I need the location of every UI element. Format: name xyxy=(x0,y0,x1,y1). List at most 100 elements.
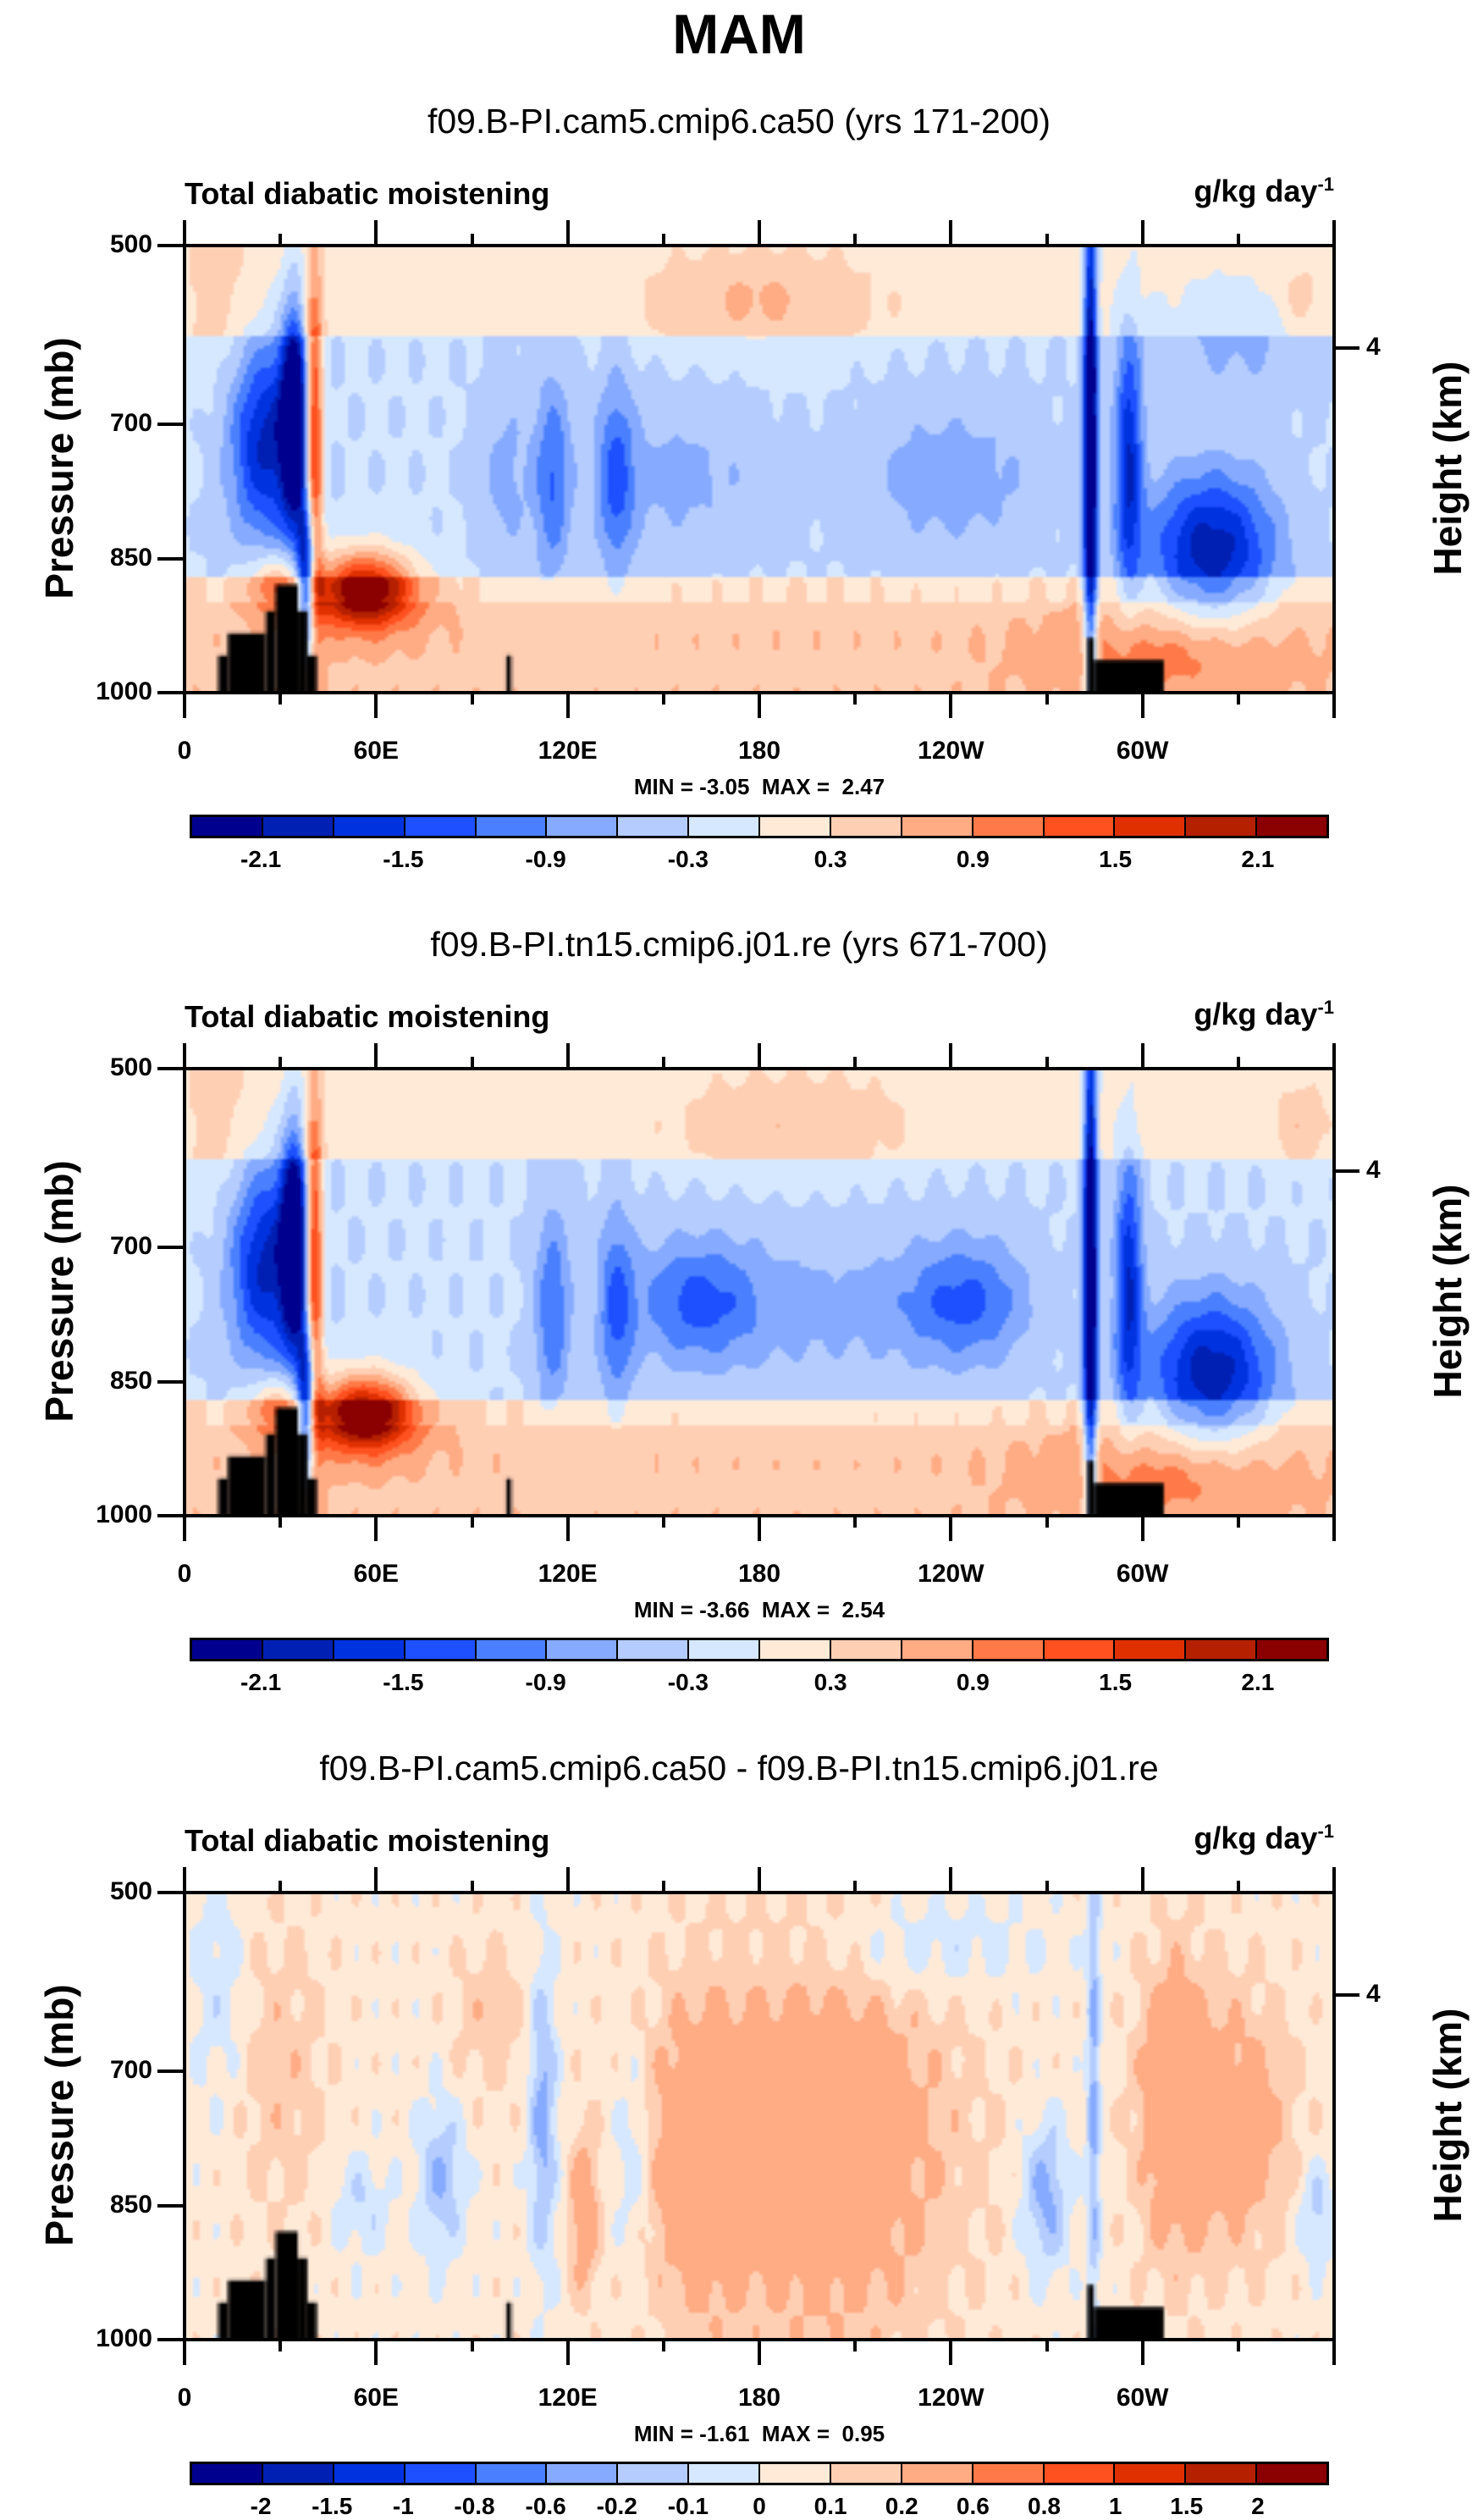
colorbar-label: -0.9 xyxy=(525,846,566,872)
min-max-label: MIN = -3.66 MAX = 2.54 xyxy=(633,1597,885,1622)
colorbar-label: -0.1 xyxy=(667,2493,709,2519)
colorbar-label: 2.1 xyxy=(1241,1669,1275,1695)
x-tick-top xyxy=(853,1057,858,1069)
y-tick-label: 700 xyxy=(109,1232,152,1261)
x-tick-bottom xyxy=(1332,693,1336,718)
colorbar-swatch xyxy=(689,2464,760,2483)
y2-tick xyxy=(1334,1169,1359,1174)
y-tick xyxy=(157,1067,185,1070)
colorbar-swatch xyxy=(1257,1640,1326,1659)
colorbar-swatch xyxy=(476,2464,548,2483)
colorbar-swatch xyxy=(1257,2464,1326,2483)
colorbar-label: 0.2 xyxy=(885,2493,918,2519)
x-tick-bottom xyxy=(565,693,570,718)
colorbar-swatch xyxy=(334,1640,405,1659)
x-tick-top xyxy=(949,220,953,246)
colorbar-label: 1 xyxy=(1108,2493,1122,2519)
x-tick-top xyxy=(374,1867,378,1893)
colorbar-swatch xyxy=(689,817,760,836)
colorbar-label: -1.5 xyxy=(383,846,424,872)
x-tick-bottom xyxy=(374,1516,378,1541)
colorbar-label: 0.1 xyxy=(813,2493,847,2519)
y-tick xyxy=(157,1514,185,1517)
colorbar-swatch xyxy=(192,1640,263,1659)
x-tick-bottom xyxy=(661,693,665,705)
x-tick-bottom xyxy=(1332,2340,1336,2365)
x-tick-bottom xyxy=(1140,1516,1144,1541)
colorbar-swatch xyxy=(1186,1640,1258,1659)
x-tick-bottom xyxy=(279,1516,283,1528)
x-tick-top xyxy=(1236,1057,1240,1069)
x-tick-bottom xyxy=(758,2340,761,2365)
x-tick-bottom xyxy=(374,2340,378,2365)
panel-units: g/kg day-1 xyxy=(1194,1821,1334,1856)
x-tick-label: 120W xyxy=(918,737,984,765)
colorbar-swatch xyxy=(1115,817,1187,836)
x-tick-top xyxy=(1236,234,1240,246)
x-tick-top xyxy=(661,1881,665,1893)
x-tick-bottom xyxy=(565,2340,570,2365)
x-tick-bottom xyxy=(374,693,378,718)
x-tick-label: 0 xyxy=(177,737,192,765)
y-tick-label: 850 xyxy=(109,1366,152,1395)
x-tick-top xyxy=(853,234,858,246)
colorbar-label: 1.5 xyxy=(1099,1669,1133,1695)
colorbar-label: -2 xyxy=(250,2493,272,2519)
colorbar-label: 0.8 xyxy=(1028,2493,1061,2519)
x-tick-label: 0 xyxy=(177,2384,192,2412)
panel-subtitle: f09.B-PI.cam5.cmip6.ca50 (yrs 171-200) xyxy=(427,102,1051,141)
x-tick-label: 60W xyxy=(1116,737,1169,765)
x-tick-top xyxy=(758,1867,761,1893)
colorbar-label: -1.5 xyxy=(383,1669,424,1695)
y2-tick-label: 4 xyxy=(1366,1156,1381,1185)
contour-plot-area xyxy=(183,1891,1336,2341)
y2-tick-label: 4 xyxy=(1366,1980,1381,2009)
x-tick-bottom xyxy=(661,1516,665,1528)
colorbar-swatch xyxy=(476,1640,548,1659)
x-tick-top xyxy=(565,1867,570,1893)
x-tick-top xyxy=(949,1867,953,1893)
x-tick-top xyxy=(853,1881,858,1893)
colorbar-label: -0.6 xyxy=(525,2493,566,2519)
x-tick-bottom xyxy=(1045,2340,1049,2351)
colorbar-swatch xyxy=(1044,817,1116,836)
x-tick-top xyxy=(1045,234,1049,246)
colorbar-label: -2.1 xyxy=(240,846,282,872)
colorbar-label: 2 xyxy=(1251,2493,1265,2519)
x-tick-label: 120E xyxy=(538,737,598,765)
x-tick-bottom xyxy=(470,1516,474,1528)
x-tick-label: 120W xyxy=(918,1560,984,1588)
min-max-label: MIN = -3.05 MAX = 2.47 xyxy=(633,774,885,799)
colorbar-label: -0.3 xyxy=(667,846,709,872)
min-max-label: MIN = -1.61 MAX = 0.95 xyxy=(633,2421,885,2446)
x-tick-top xyxy=(1045,1057,1049,1069)
colorbar-swatch xyxy=(1186,2464,1258,2483)
colorbar-swatch xyxy=(547,1640,619,1659)
y-tick xyxy=(157,2070,185,2074)
x-tick-bottom xyxy=(853,1516,858,1528)
x-tick-top xyxy=(183,1043,186,1069)
x-tick-label: 0 xyxy=(177,1560,192,1588)
colorbar-swatch xyxy=(1115,2464,1187,2483)
x-tick-top xyxy=(565,220,570,246)
x-tick-top xyxy=(1045,1881,1049,1893)
colorbar-swatch xyxy=(405,1640,477,1659)
x-tick-bottom xyxy=(661,2340,665,2351)
x-tick-label: 180 xyxy=(737,737,781,765)
colorbar-label: -0.3 xyxy=(667,1669,709,1695)
colorbar-label: 1.5 xyxy=(1099,846,1133,872)
x-tick-bottom xyxy=(949,693,953,718)
y-tick xyxy=(157,1246,185,1250)
colorbar-swatch xyxy=(334,2464,405,2483)
x-tick-bottom xyxy=(470,2340,474,2351)
colorbar-swatch xyxy=(405,817,477,836)
colorbar-swatch xyxy=(1115,1640,1187,1659)
colorbar-swatch xyxy=(192,2464,263,2483)
x-tick-top xyxy=(470,234,474,246)
x-tick-bottom xyxy=(949,2340,953,2365)
x-tick-bottom xyxy=(1045,1516,1049,1528)
y2-axis-title: Height (km) xyxy=(1426,1184,1470,1399)
colorbar-swatch xyxy=(547,2464,619,2483)
colorbar-swatch xyxy=(830,2464,902,2483)
y-tick xyxy=(157,2338,185,2341)
